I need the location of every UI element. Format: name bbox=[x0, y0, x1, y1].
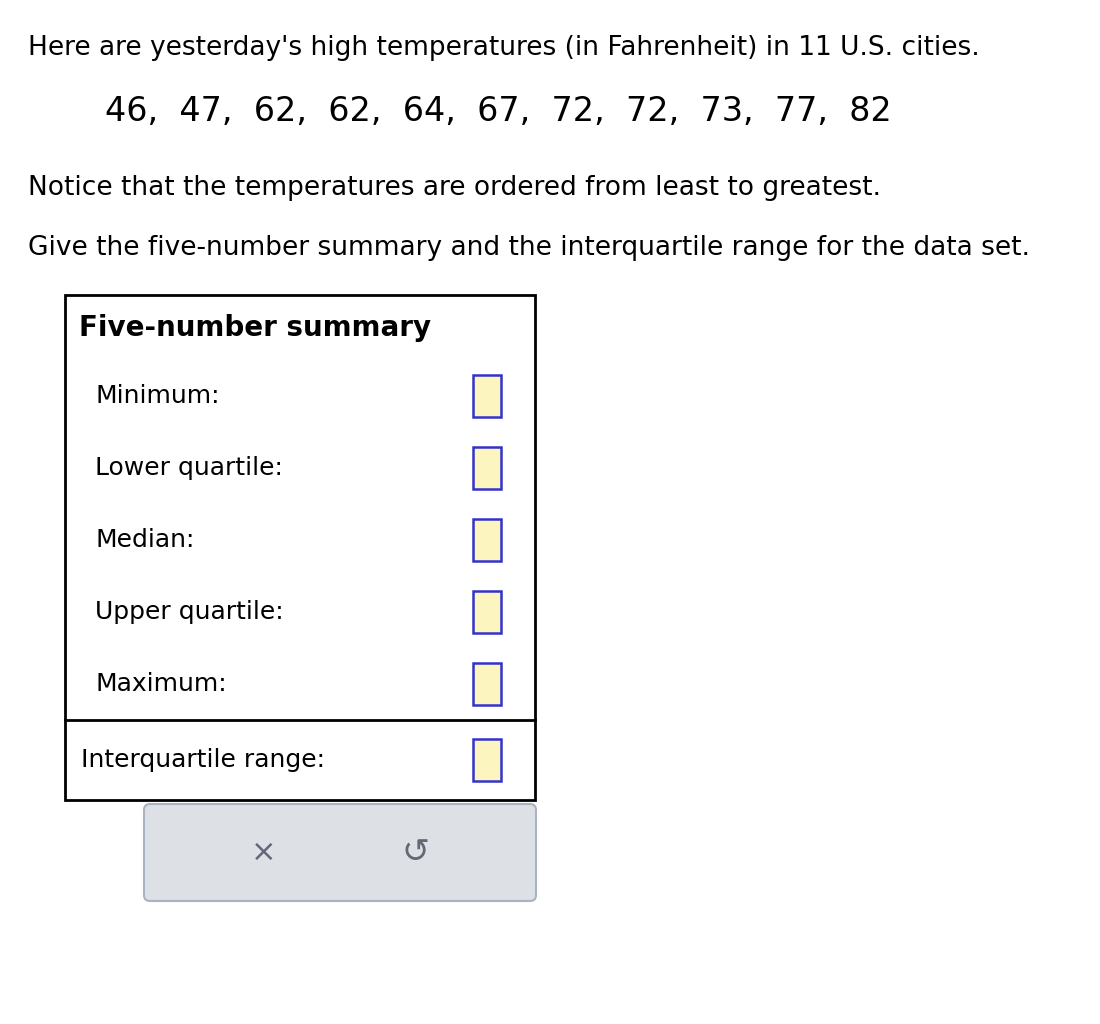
Text: ↺: ↺ bbox=[402, 836, 430, 869]
Bar bbox=[473, 663, 500, 705]
Text: Give the five-number summary and the interquartile range for the data set.: Give the five-number summary and the int… bbox=[28, 234, 1030, 261]
Text: Lower quartile:: Lower quartile: bbox=[95, 456, 283, 480]
Bar bbox=[473, 739, 500, 781]
Text: 46,  47,  62,  62,  64,  67,  72,  72,  73,  77,  82: 46, 47, 62, 62, 64, 67, 72, 72, 73, 77, … bbox=[104, 95, 892, 128]
Bar bbox=[473, 447, 500, 489]
Bar bbox=[473, 591, 500, 633]
Bar bbox=[473, 519, 500, 561]
Text: Five-number summary: Five-number summary bbox=[79, 313, 431, 341]
Text: Notice that the temperatures are ordered from least to greatest.: Notice that the temperatures are ordered… bbox=[28, 175, 881, 201]
Bar bbox=[473, 375, 500, 417]
Text: Interquartile range:: Interquartile range: bbox=[81, 748, 324, 772]
Text: Here are yesterday's high temperatures (in Fahrenheit) in 11 U.S. cities.: Here are yesterday's high temperatures (… bbox=[28, 35, 980, 61]
Bar bbox=[65, 295, 535, 800]
FancyBboxPatch shape bbox=[144, 804, 536, 901]
Text: Minimum:: Minimum: bbox=[95, 384, 220, 408]
Text: Median:: Median: bbox=[95, 528, 195, 552]
Text: Maximum:: Maximum: bbox=[95, 672, 227, 696]
Text: ×: × bbox=[251, 838, 277, 867]
Text: Upper quartile:: Upper quartile: bbox=[95, 600, 284, 624]
